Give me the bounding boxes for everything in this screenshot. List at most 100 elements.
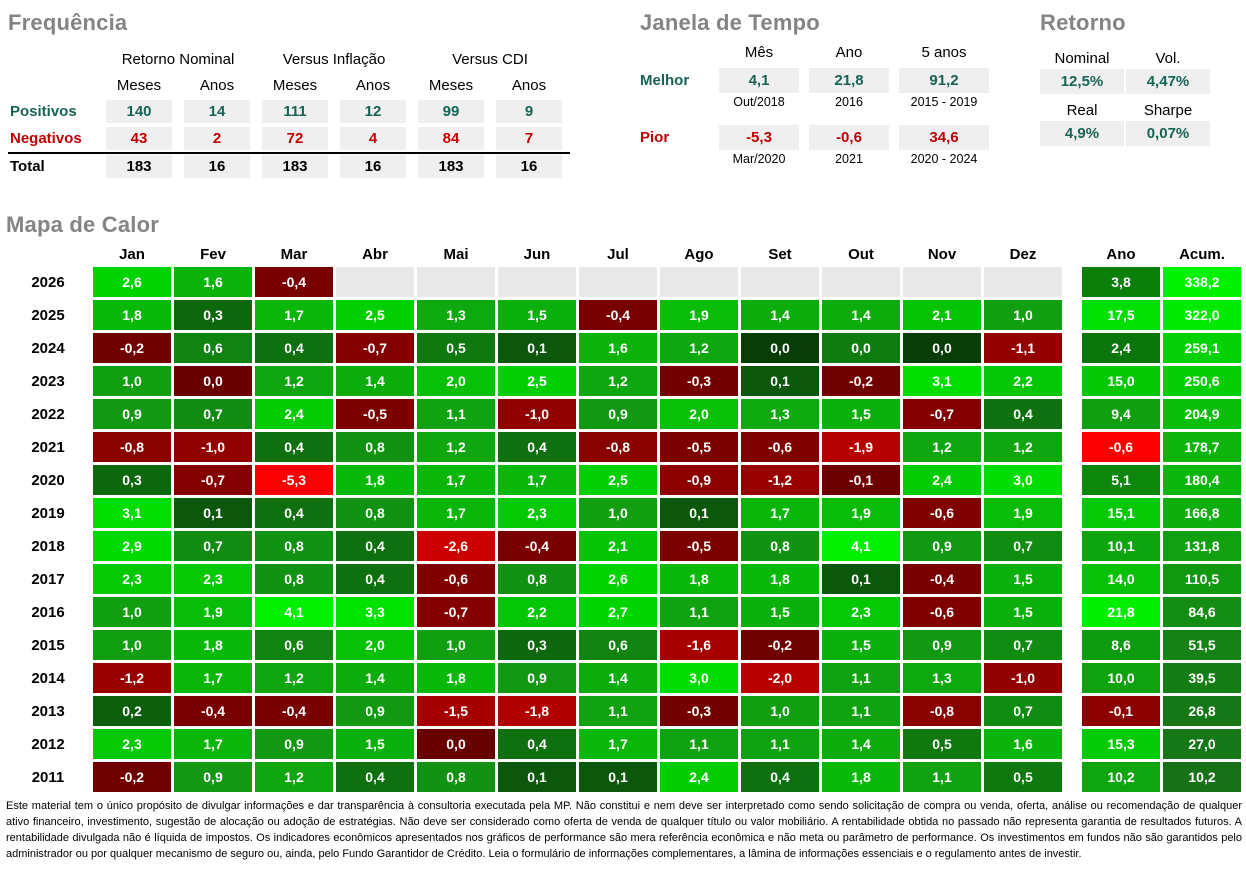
year-label-2026: 2026 [31, 273, 65, 291]
heatmap-cell-2013-dez: 0,7 [984, 696, 1062, 726]
retorno-section: Retorno Nominal Vol. 12,5% 4,47% Real Sh… [1040, 10, 1212, 146]
pior-mes-period: Mar/2020 [732, 152, 786, 166]
year-label-2020: 2020 [31, 471, 65, 489]
heatmap-cell-2022-mar: 2,4 [255, 399, 333, 429]
heatmap-cell-2017-fev: 2,3 [174, 564, 252, 594]
heatmap-cell-2011-mar: 1,2 [255, 762, 333, 792]
heatmap-cell-2020-jun: 1,7 [498, 465, 576, 495]
heatmap-cell-2021-mar: 0,4 [255, 432, 333, 462]
heatmap-cell-2021-jun: 0,4 [498, 432, 576, 462]
heatmap-cell-2025-nov: 2,1 [903, 300, 981, 330]
year-label-2011: 2011 [31, 768, 65, 786]
spacer [1065, 663, 1079, 693]
heatmap-cell-2018-out: 4,1 [822, 531, 900, 561]
heatmap-cell-2011-abr: 0,4 [336, 762, 414, 792]
heatmap-row-2015: 2015 1,0 1,8 0,6 2,0 1,0 0,3 0,6 -1,6 -0,2 1,5 0,9 0… [6, 630, 1242, 660]
heatmap-cell-2022-set: 1,3 [741, 399, 819, 429]
frequencia-row-positivos: Positivos 140 14 111 12 99 9 [8, 98, 570, 125]
header-sharpe: Sharpe [1143, 102, 1193, 119]
disclaimer-text: Este material tem o único propósito de d… [6, 800, 1242, 860]
heatmap-cell-2023-abr: 1,4 [336, 366, 414, 396]
heatmap-cell-2015-nov: 0,9 [903, 630, 981, 660]
column-header-meses: Meses [272, 76, 318, 94]
heatmap-row-2016: 2016 1,0 1,9 4,1 3,3 -0,7 2,2 2,7 1,1 1,5 2,3 -0,6 1… [6, 597, 1242, 627]
heatmap-cell-2013-abr: 0,9 [336, 696, 414, 726]
frequencia-value-negativos-4: 84 [418, 127, 484, 150]
heatmap-cell-2011-fev: 0,9 [174, 762, 252, 792]
year-label-2017: 2017 [31, 570, 65, 588]
heatmap-cell-2017-mai: -0,6 [417, 564, 495, 594]
heatmap-cell-2020-ano: 5,1 [1082, 465, 1160, 495]
frequencia-value-positivos-4: 99 [418, 100, 484, 123]
month-header-jan: Jan [119, 246, 145, 263]
frequencia-table: Retorno Nominal Versus Inflação Versus C… [8, 46, 570, 179]
heatmap-cell-2025-dez: 1,0 [984, 300, 1062, 330]
heatmap-cell-2012-jan: 2,3 [93, 729, 171, 759]
real-value: 4,9% [1040, 121, 1124, 146]
heatmap-row-2023: 2023 1,0 0,0 1,2 1,4 2,0 2,5 1,2 -0,3 0,1 -0,2 3,1 2… [6, 366, 1242, 396]
heatmap-cell-2023-jul: 1,2 [579, 366, 657, 396]
heatmap-cell-2015-mai: 1,0 [417, 630, 495, 660]
heatmap-cell-2014-mar: 1,2 [255, 663, 333, 693]
heatmap-cell-2021-mai: 1,2 [417, 432, 495, 462]
retorno-table: Nominal Vol. 12,5% 4,47% Real Sharpe 4,9… [1040, 44, 1212, 146]
row-label-negativos: Negativos [10, 130, 82, 147]
header-vol: Vol. [1155, 50, 1181, 67]
heatmap-cell-2019-mar: 0,4 [255, 498, 333, 528]
heatmap-cell-2015-out: 1,5 [822, 630, 900, 660]
year-label-2014: 2014 [31, 669, 65, 687]
month-header-jun: Jun [523, 246, 551, 263]
frequencia-value-negativos-2: 72 [262, 127, 328, 150]
column-header-meses: Meses [428, 76, 474, 94]
heatmap-header-row: Jan Fev Mar Abr Mai Jun Jul Ago Set Out Nov Dez Ano A… [6, 246, 1242, 263]
heatmap-cell-2012-jun: 0,4 [498, 729, 576, 759]
heatmap-cell-2018-ano: 10,1 [1082, 531, 1160, 561]
heatmap-cell-2011-ago: 2,4 [660, 762, 738, 792]
heatmap-cell-2014-set: -2,0 [741, 663, 819, 693]
heatmap-cell-2026-ago-empty [660, 267, 738, 297]
heatmap-cell-2020-fev: -0,7 [174, 465, 252, 495]
heatmap-cell-2026-fev: 1,6 [174, 267, 252, 297]
heatmap-cell-2024-jun: 0,1 [498, 333, 576, 363]
column-header-meses: Meses [116, 76, 162, 94]
heatmap-cell-2012-ano: 15,3 [1082, 729, 1160, 759]
heatmap-cell-2017-nov: -0,4 [903, 564, 981, 594]
heatmap-cell-2019-acum: 166,8 [1163, 498, 1241, 528]
heatmap-cell-2026-mai-empty [417, 267, 495, 297]
heatmap-cell-2026-ano: 3,8 [1082, 267, 1160, 297]
spacer [1065, 246, 1079, 263]
heatmap-cell-2015-ago: -1,6 [660, 630, 738, 660]
heatmap-cell-2023-ago: -0,3 [660, 366, 738, 396]
row-label-pior: Pior [640, 129, 670, 146]
heatmap-body: 2026 2,6 1,6 -0,4 3,8 338,2 2025 1,8 0,3 1,7 2,5 1,… [6, 267, 1242, 792]
heatmap-cell-2024-mar: 0,4 [255, 333, 333, 363]
heatmap-cell-2017-mar: 0,8 [255, 564, 333, 594]
heatmap-cell-2015-ano: 8,6 [1082, 630, 1160, 660]
month-header-dez: Dez [1009, 246, 1037, 263]
heatmap-cell-2017-jan: 2,3 [93, 564, 171, 594]
heatmap-cell-2022-jan: 0,9 [93, 399, 171, 429]
heatmap-cell-2017-jul: 2,6 [579, 564, 657, 594]
heatmap-cell-2012-abr: 1,5 [336, 729, 414, 759]
heatmap-cell-2016-dez: 1,5 [984, 597, 1062, 627]
heatmap-cell-2016-mar: 4,1 [255, 597, 333, 627]
column-group-retorno-nominal: Retorno Nominal [121, 50, 235, 68]
heatmap-cell-2022-abr: -0,5 [336, 399, 414, 429]
heatmap-cell-2018-dez: 0,7 [984, 531, 1062, 561]
heatmap-row-2024: 2024 -0,2 0,6 0,4 -0,7 0,5 0,1 1,6 1,2 0,0 0,0 0,0-… [6, 333, 1242, 363]
heatmap-cell-2026-dez-empty [984, 267, 1062, 297]
heatmap-row-2021: 2021 -0,8 -1,0 0,4 0,8 1,2 0,4 -0,8 -0,5 -0,6 -1,9… [6, 432, 1242, 462]
heatmap-cell-2014-abr: 1,4 [336, 663, 414, 693]
spacer [1065, 564, 1079, 594]
spacer [1065, 630, 1079, 660]
heatmap-cell-2023-acum: 250,6 [1163, 366, 1241, 396]
heatmap-cell-2021-acum: 178,7 [1163, 432, 1241, 462]
heatmap-cell-2019-jul: 1,0 [579, 498, 657, 528]
heatmap-cell-2024-jan: -0,2 [93, 333, 171, 363]
heatmap-cell-2014-jul: 1,4 [579, 663, 657, 693]
melhor-mes-period: Out/2018 [733, 95, 785, 109]
heatmap-cell-2011-ano: 10,2 [1082, 762, 1160, 792]
heatmap-cell-2023-jan: 1,0 [93, 366, 171, 396]
heatmap-cell-2014-nov: 1,3 [903, 663, 981, 693]
